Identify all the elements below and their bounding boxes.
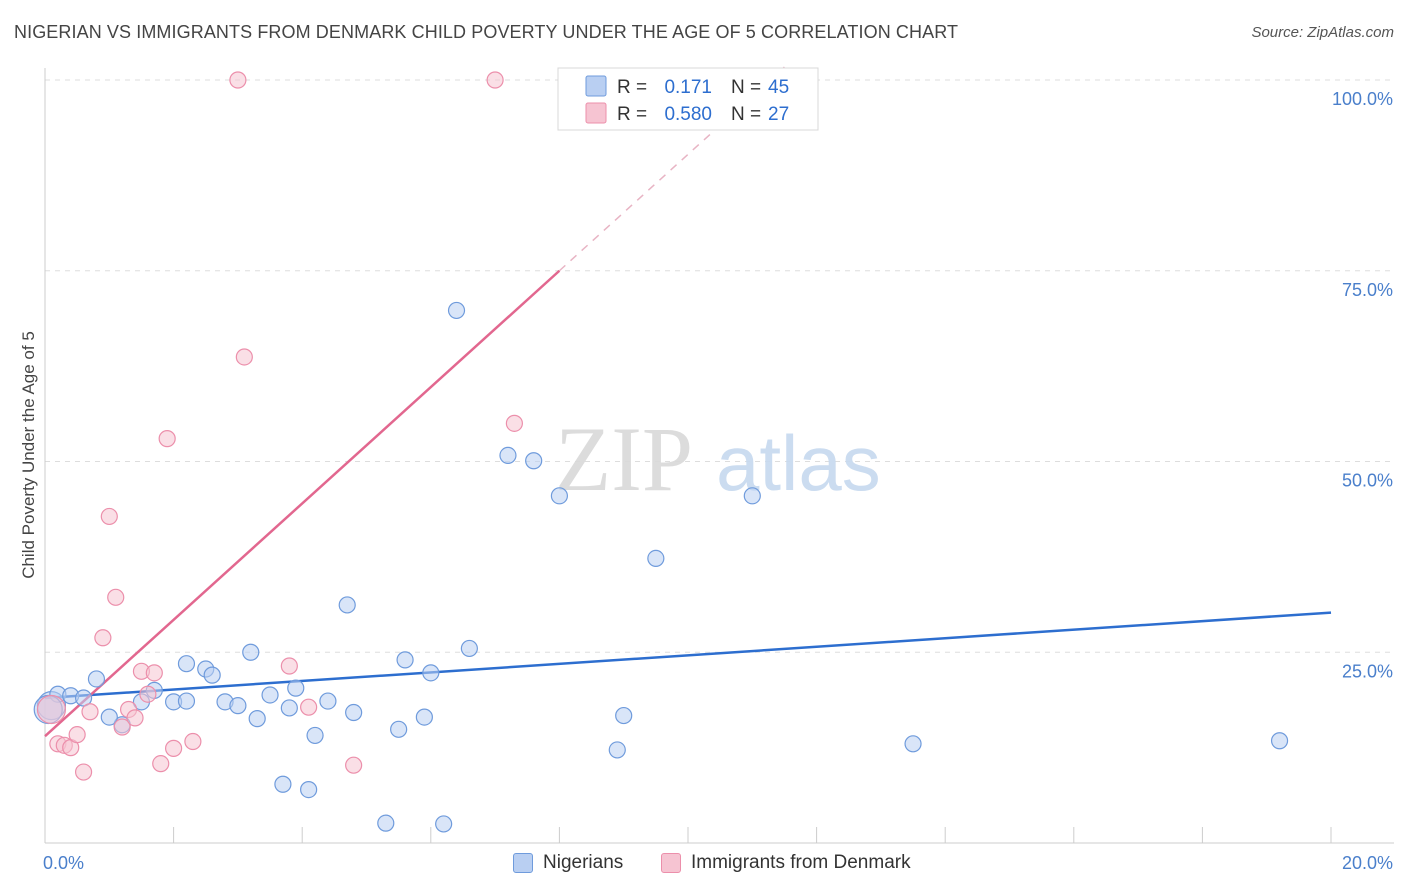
grid-lines <box>45 79 1394 653</box>
denmark-point <box>158 430 176 448</box>
nigerian-point <box>396 651 414 669</box>
nigerian-point <box>647 549 665 568</box>
denmark-point <box>505 414 523 432</box>
nigerian-point <box>550 487 569 505</box>
x-tick-label-0: 0.0% <box>43 853 84 873</box>
nigerian-point <box>447 301 466 320</box>
x-tick-labels: 0.0% 20.0% <box>43 853 1393 873</box>
nigerian-point <box>280 699 298 717</box>
nigerian-point <box>87 670 106 688</box>
nigerian-point <box>390 720 408 738</box>
denmark-point <box>36 694 67 725</box>
bottom-legend-item-denmark: Immigrants from Denmark <box>661 852 911 874</box>
nigerian-point <box>242 643 260 661</box>
nigerian-point <box>177 655 196 673</box>
denmark-point <box>81 703 99 721</box>
nigerian-point <box>274 775 292 793</box>
y-tick-label-2: 75.0% <box>1342 280 1393 300</box>
denmark-point <box>229 71 247 89</box>
nigerian-point <box>229 697 247 715</box>
denmark-point <box>113 718 131 736</box>
legend-n-label-1: N = <box>731 77 761 98</box>
legend-r-value-2: 0.580 <box>664 104 712 125</box>
source-credit: Source: ZipAtlas.com <box>1251 24 1394 41</box>
nigerian-point <box>743 487 761 505</box>
nigerian-point <box>319 692 337 710</box>
watermark-zip: ZIP <box>555 408 693 510</box>
legend-n-value-1: 45 <box>768 77 789 98</box>
bottom-legend-label-nigerians: Nigerians <box>543 852 624 873</box>
denmark-point <box>165 739 183 757</box>
denmark-point <box>100 507 118 526</box>
legend-swatch-blue <box>585 75 607 97</box>
denmark-point <box>280 657 298 675</box>
denmark-point <box>68 726 86 744</box>
nigerian-point <box>377 814 395 832</box>
legend-swatch-pink <box>585 102 607 124</box>
watermark: ZIP atlas <box>555 408 881 510</box>
bottom-legend-label-denmark: Immigrants from Denmark <box>691 852 911 873</box>
denmark-point <box>139 685 157 703</box>
nigerian-point <box>499 446 517 464</box>
legend-r-label-2: R = <box>617 104 647 125</box>
nigerian-trend-line <box>44 611 1332 700</box>
watermark-atlas: atlas <box>716 419 881 507</box>
denmark-trend-line <box>44 269 561 738</box>
nigerian-point <box>422 664 440 682</box>
bottom-legend-swatch-pink <box>661 853 681 873</box>
legend-n-value-2: 27 <box>768 104 789 125</box>
denmark-point <box>152 755 170 773</box>
nigerian-point <box>608 741 626 759</box>
bottom-legend-swatch-blue <box>513 853 533 873</box>
legend-n-label-2: N = <box>731 104 761 125</box>
nigerian-point <box>300 780 318 799</box>
nigerian-point <box>415 708 433 726</box>
nigerian-point <box>345 703 363 722</box>
nigerian-point <box>248 710 266 728</box>
nigerian-point <box>287 679 305 697</box>
denmark-point <box>74 763 93 781</box>
nigerian-point <box>1270 732 1289 750</box>
data-points <box>33 71 1289 833</box>
denmark-point <box>486 71 504 89</box>
nigerian-point <box>306 726 324 745</box>
chart-title: NIGERIAN VS IMMIGRANTS FROM DENMARK CHIL… <box>14 22 959 42</box>
nigerian-point <box>100 708 118 726</box>
nigerian-point <box>525 452 543 470</box>
nigerian-point <box>338 596 356 614</box>
nigerian-point <box>904 735 922 753</box>
y-tick-label-3: 100.0% <box>1332 89 1393 109</box>
denmark-point <box>184 732 202 751</box>
nigerian-point <box>203 666 221 684</box>
denmark-trend-line-extension <box>558 66 785 272</box>
denmark-point <box>145 664 163 682</box>
legend-r-label-1: R = <box>617 77 647 98</box>
nigerian-point <box>615 706 633 725</box>
denmark-point <box>126 709 144 727</box>
x-tick-label-1: 20.0% <box>1342 853 1393 873</box>
denmark-point <box>107 588 125 606</box>
trend-lines <box>44 66 1332 738</box>
denmark-point <box>345 756 363 774</box>
y-tick-label-1: 50.0% <box>1342 471 1393 491</box>
y-axis-title: Child Poverty Under the Age of 5 <box>19 331 38 579</box>
nigerian-point <box>74 689 93 707</box>
legend: R = 0.171 N = 45 R = 0.580 N = 27 <box>557 67 819 131</box>
denmark-point <box>94 629 112 647</box>
y-tick-labels: 25.0% 50.0% 75.0% 100.0% <box>1332 89 1393 681</box>
nigerian-point <box>261 686 279 704</box>
nigerian-point <box>435 815 453 833</box>
denmark-point <box>300 698 318 716</box>
nigerian-point <box>177 692 196 710</box>
bottom-legend-item-nigerians: Nigerians <box>513 852 623 874</box>
nigerian-point <box>460 639 478 658</box>
y-tick-label-0: 25.0% <box>1342 661 1393 681</box>
denmark-point <box>235 348 253 366</box>
bottom-legend: Nigerians Immigrants from Denmark <box>0 852 1406 878</box>
legend-r-value-1: 0.171 <box>664 77 712 98</box>
